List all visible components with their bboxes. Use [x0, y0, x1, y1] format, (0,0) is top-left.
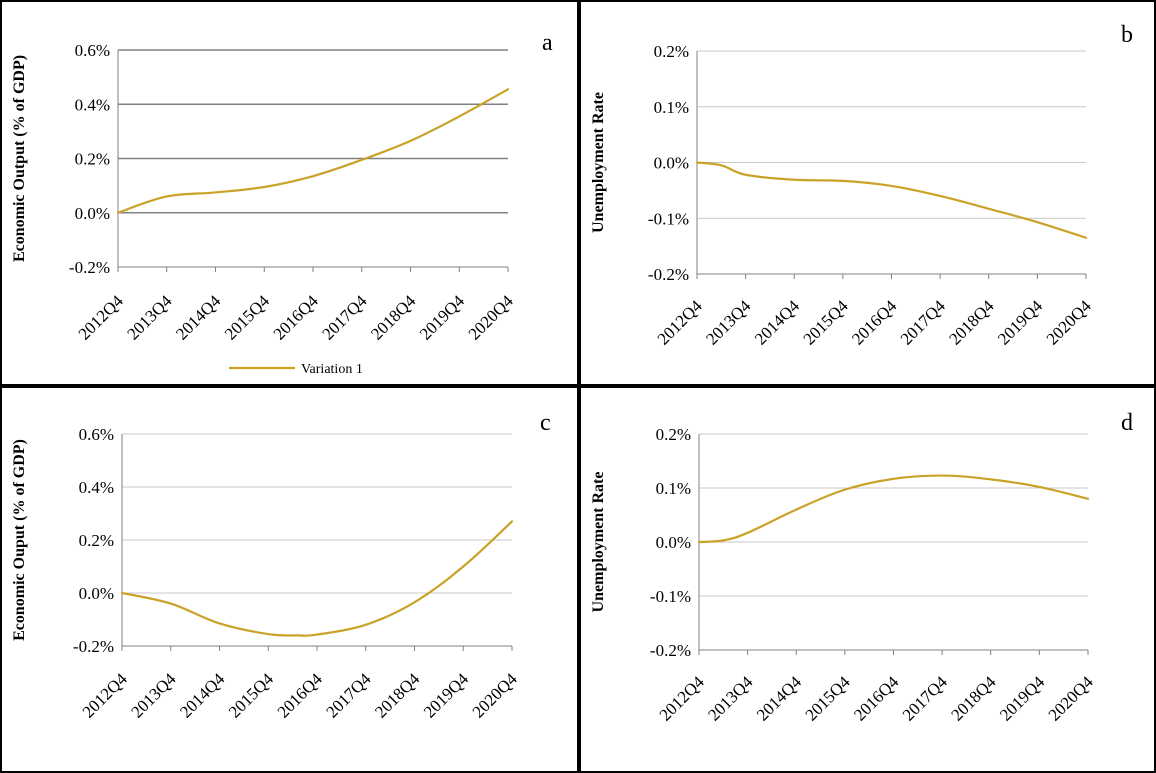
y-tick-label: 0.4%	[75, 95, 110, 114]
x-tick-label: 2018Q4	[947, 672, 1000, 725]
chart-panel-c: c -0.2% 0.0% 0.2% 0.4% 0.6% 2012Q4 2013Q4 2014Q…	[0, 386, 579, 773]
y-tick-label: 0.1%	[654, 98, 689, 117]
x-tick-label: 2012Q4	[79, 669, 132, 722]
x-tick-label: 2013Q4	[127, 669, 180, 722]
chart-panel-a: a -0.2% 0.0% 0.2% 0.4% 0.6% 2012Q4 2013Q4 2014Q…	[0, 0, 579, 386]
y-axis-title: Economic Output (% of GDP)	[11, 55, 28, 262]
x-tick-label: 2014Q4	[753, 672, 806, 725]
x-tick-label: 2014Q4	[176, 669, 229, 722]
x-tick-label: 2012Q4	[654, 296, 707, 349]
panel-letter-b: b	[1121, 22, 1133, 48]
y-tick-label: 0.0%	[654, 154, 689, 173]
x-tick-label: 2019Q4	[420, 669, 473, 722]
x-tick-label: 2013Q4	[704, 672, 757, 725]
x-tick-label: 2015Q4	[221, 291, 274, 344]
y-tick-label: 0.2%	[656, 425, 691, 444]
x-tick-label: 2015Q4	[800, 296, 853, 349]
chart-panel-b: b -0.2% -0.1% 0.0% 0.1% 0.2% 2012Q4 2013Q4 2014…	[579, 0, 1156, 386]
chart-panel-d: d -0.2% -0.1% 0.0% 0.1% 0.2% 2012Q4 2013Q4 2014…	[579, 386, 1156, 773]
y-tick-label: -0.2%	[73, 637, 114, 656]
y-tick-label: 0.1%	[656, 479, 691, 498]
x-tick-label: 2015Q4	[802, 672, 855, 725]
chart-a-plot: a -0.2% 0.0% 0.2% 0.4% 0.6% 2012Q42013Q42014Q…	[11, 30, 553, 377]
panel-letter-a: a	[542, 30, 553, 56]
panel-letter-c: c	[540, 410, 551, 436]
x-tick-label: 2014Q4	[172, 291, 225, 344]
y-tick-label: 0.6%	[75, 41, 110, 60]
x-tick-label: 2019Q4	[996, 672, 1049, 725]
x-tick-label: 2017Q4	[897, 296, 950, 349]
chart-b-plot: b -0.2% -0.1% 0.0% 0.1% 0.2% 2012Q42013Q42014…	[590, 22, 1133, 349]
x-tick-label: 2019Q4	[416, 291, 469, 344]
y-tick-label: 0.0%	[79, 584, 114, 603]
x-tick-label: 2018Q4	[367, 291, 420, 344]
legend-label: Variation 1	[301, 362, 363, 377]
x-tick-label: 2016Q4	[274, 669, 327, 722]
y-axis-title: Unemployment Rate	[590, 92, 607, 233]
x-tick-label: 2016Q4	[850, 672, 903, 725]
y-axis-title: Unemployment Rate	[590, 472, 607, 613]
series-line	[120, 520, 514, 637]
y-tick-label: 0.0%	[75, 204, 110, 223]
panel-letter-d: d	[1121, 410, 1133, 436]
y-tick-label: -0.1%	[648, 209, 689, 228]
y-tick-label: 0.2%	[75, 150, 110, 169]
y-tick-label: 0.0%	[656, 533, 691, 552]
chart-c-plot: c -0.2% 0.0% 0.2% 0.4% 0.6% 2012Q42013Q42014Q…	[11, 410, 551, 722]
series-line	[116, 88, 510, 214]
x-tick-label: 2014Q4	[751, 296, 804, 349]
y-tick-label: -0.2%	[650, 641, 691, 660]
y-tick-label: 0.6%	[79, 425, 114, 444]
x-tick-label: 2012Q4	[75, 291, 128, 344]
x-tick-label: 2020Q4	[1045, 672, 1098, 725]
x-tick-label: 2016Q4	[848, 296, 901, 349]
x-tick-label: 2017Q4	[318, 291, 371, 344]
x-tick-label: 2013Q4	[702, 296, 755, 349]
y-tick-label: -0.2%	[648, 265, 689, 284]
y-tick-label: -0.1%	[650, 587, 691, 606]
y-tick-label: 0.2%	[654, 42, 689, 61]
x-tick-label: 2020Q4	[469, 669, 522, 722]
x-tick-label: 2013Q4	[123, 291, 176, 344]
x-tick-label: 2018Q4	[371, 669, 424, 722]
series-line	[695, 161, 1088, 239]
x-tick-label: 2017Q4	[899, 672, 952, 725]
x-tick-label: 2020Q4	[465, 291, 518, 344]
x-tick-label: 2015Q4	[225, 669, 278, 722]
y-tick-label: 0.2%	[79, 531, 114, 550]
y-axis-title: Economic Ouput (% of GDP)	[11, 439, 28, 641]
series-line	[697, 474, 1090, 544]
x-tick-label: 2020Q4	[1043, 296, 1096, 349]
x-tick-label: 2019Q4	[994, 296, 1047, 349]
x-tick-label: 2017Q4	[322, 669, 375, 722]
x-tick-label: 2012Q4	[656, 672, 709, 725]
x-tick-label: 2018Q4	[945, 296, 998, 349]
y-tick-label: 0.4%	[79, 478, 114, 497]
chart-d-plot: d -0.2% -0.1% 0.0% 0.1% 0.2% 2012Q42013Q42014…	[590, 410, 1133, 725]
y-tick-label: -0.2%	[69, 258, 110, 277]
x-tick-label: 2016Q4	[270, 291, 323, 344]
